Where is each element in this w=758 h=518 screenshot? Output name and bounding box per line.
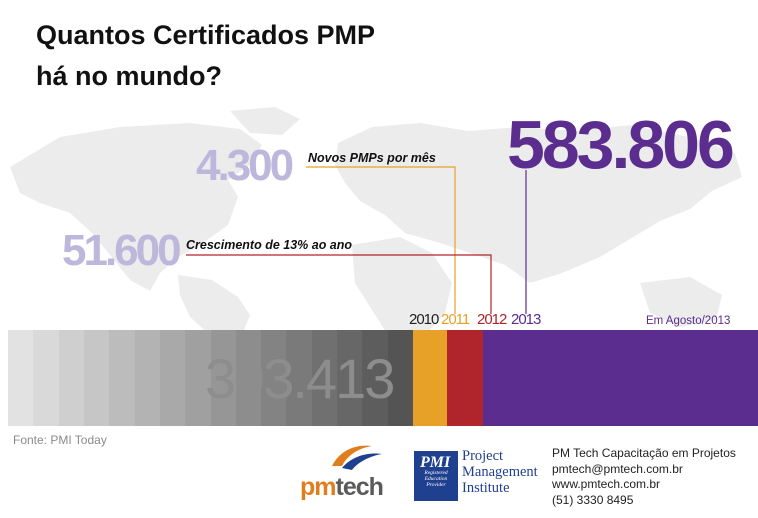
year-label-2010: 2010 (409, 311, 439, 328)
svg-text:PMI: PMI (419, 454, 451, 469)
total-certificates-value: 583.806 (507, 107, 735, 183)
contact-phone: (51) 3330 8495 (552, 492, 634, 507)
bar-base-stripe (8, 330, 34, 426)
pmi-name-line-1: Project (462, 448, 504, 464)
title-line-2: há no mundo? (36, 61, 222, 91)
source-note: Fonte: PMI Today (13, 433, 107, 447)
bar-segment-2011 (413, 330, 447, 426)
bar-segment-2010 (8, 330, 413, 426)
growth-callout-label: Crescimento de 13% ao ano (186, 238, 353, 252)
certificates-stacked-bar (8, 330, 758, 426)
pmi-monogram-icon: PMI (419, 454, 451, 469)
bar-base-stripe (286, 330, 312, 426)
date-note: Em Agosto/2013 (646, 315, 731, 327)
year-label-2013: 2013 (511, 311, 541, 328)
contact-website: www.pmtech.com.br (552, 477, 661, 491)
pmi-name: Project Management Institute (462, 448, 538, 496)
pmtech-logo: pmtech (300, 473, 384, 502)
bar-base-stripe (134, 330, 160, 426)
pmtech-logo-prefix: pm (300, 473, 336, 501)
contact-company: PM Tech Capacitação em Projetos (552, 446, 736, 460)
world-map-background (10, 107, 742, 335)
contact-email: pmtech@pmtech.com.br (552, 461, 683, 476)
pmi-logo-mark (414, 451, 458, 501)
growth-leader-line (186, 254, 492, 314)
bar-base-stripe (210, 330, 236, 426)
bar-segment-2013 (483, 330, 758, 426)
bar-base-stripe (311, 330, 338, 426)
pmi-tagline: Registered Education Provider (424, 470, 448, 488)
bar-base-stripe (58, 330, 84, 426)
year-label-2012: 2012 (477, 311, 507, 328)
bar-base-stripe (185, 330, 211, 426)
bar-base-stripe (33, 330, 59, 426)
annual-growth-value: 51.600 (62, 226, 182, 275)
title-line-1: Quantos Certificados PMP (36, 20, 376, 50)
callout-leader-lines (186, 166, 527, 314)
year-label-2011: 2011 (441, 311, 470, 328)
bar-base-stripe (337, 330, 363, 426)
pmi-name-line-2: Management (462, 464, 538, 480)
bar-base-stripe (235, 330, 262, 426)
monthly-callout-label: Novos PMPs por mês (308, 151, 436, 165)
pmtech-logo-suffix: tech (335, 473, 384, 501)
bar-base-stripe (261, 330, 287, 426)
contact-block: PM Tech Capacitação em Projetos pmtech@p… (552, 446, 736, 508)
monthly-leader-line (306, 166, 456, 314)
bar-base-stripe (159, 330, 186, 426)
bar-base-stripe (83, 330, 110, 426)
bar-base-stripe (387, 330, 413, 426)
pmi-name-line-3: Institute (462, 480, 510, 496)
bar-base-stripe (362, 330, 388, 426)
bar-base-stripe (109, 330, 135, 426)
monthly-new-pmps-value: 4.300 (196, 141, 294, 190)
bar-segment-2012 (447, 330, 483, 426)
pmtech-swoosh-icon (332, 445, 382, 470)
base-2010-value: 393.413 (205, 347, 395, 410)
